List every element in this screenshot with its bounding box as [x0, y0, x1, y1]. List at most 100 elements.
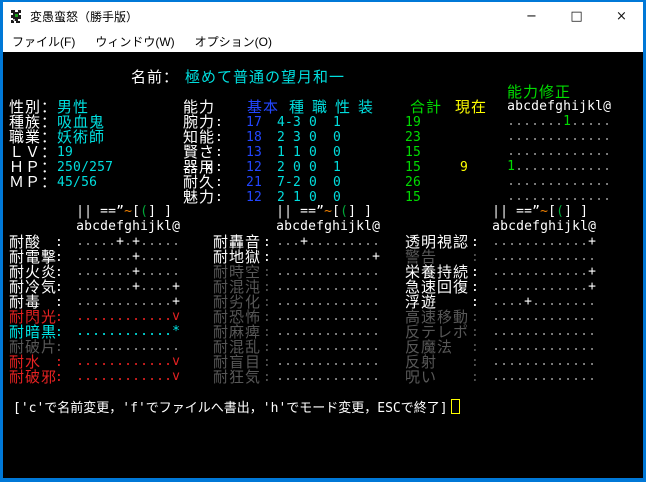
resist-cells-2-2-cell-8: .: [556, 264, 564, 279]
resist-cells-0-8-cell-1: .: [84, 354, 92, 369]
resist-cells-2-4-cell-8: .: [556, 294, 564, 309]
resist-cells-0-3-cell-2: .: [92, 279, 100, 294]
slots-header-0-cell-0: a: [76, 219, 84, 234]
resist-cells-2-1-cell-11: .: [580, 249, 588, 264]
ability-mod-slots-cell-1: b: [515, 99, 523, 114]
stat-equip-2: 0: [332, 145, 341, 160]
resist-cells-0-1-cell-8: .: [140, 249, 148, 264]
stat-mods-5-cell-5: .: [547, 189, 555, 204]
stat-mods-1-cell-8: .: [571, 129, 579, 144]
resist-cells-0-5-cell-9: .: [148, 309, 156, 324]
stat-personality-4: 0: [308, 175, 317, 190]
resist-cells-0-8-cell-2: .: [92, 354, 100, 369]
menu-options[interactable]: オプション(O): [194, 34, 272, 49]
equippy-row-2-cell-9: ]: [564, 204, 572, 219]
stat-mods-1-cell-0: .: [507, 129, 515, 144]
resist-cells-1-3: .............: [276, 280, 380, 295]
info-label-sex: 性別：: [9, 98, 58, 116]
stat-mods-0-cell-9: .: [579, 114, 587, 129]
resist-cells-0-0-cell-2: .: [92, 234, 100, 249]
resist-cells-2-9-cell-1: .: [500, 369, 508, 384]
maximize-button[interactable]: □: [570, 8, 583, 24]
stat-race-3: 2: [276, 160, 285, 175]
resist-cells-1-1-cell-12: +: [372, 249, 380, 264]
resist-cells-1-6-cell-11: .: [364, 324, 372, 339]
resist-cells-0-3-cell-4: .: [108, 279, 116, 294]
stat-total-1: 23: [404, 130, 421, 145]
resist-cells-1-4-cell-3: .: [300, 294, 308, 309]
resist-cells-2-0-cell-12: +: [588, 234, 596, 249]
menu-file[interactable]: ファイル(F): [12, 34, 76, 49]
resist-cells-2-6: .............: [492, 325, 596, 340]
resist-colon-0-5: :: [55, 310, 64, 325]
stat-mods-2-cell-7: .: [563, 144, 571, 159]
stat-race-0: 4: [276, 115, 285, 130]
resist-colon-0-3: :: [55, 280, 64, 295]
resist-cells-1-3-cell-4: .: [308, 279, 316, 294]
menu-window[interactable]: ウィンドウ(W): [95, 34, 175, 49]
resist-cells-1-6-cell-0: .: [276, 324, 284, 339]
resist-cells-0-9-cell-11: .: [164, 369, 172, 384]
resist-cells-0-6-cell-0: .: [76, 324, 84, 339]
resist-cells-2-1-cell-2: .: [508, 249, 516, 264]
title-bar[interactable]: 変愚蛮怒（勝手版） − □ ×: [2, 2, 644, 30]
slots-header-0: a b c d e f g h i j k l @: [76, 220, 180, 235]
resist-cells-2-5-cell-2: .: [508, 309, 516, 324]
stat-mods-4-cell-0: .: [507, 174, 515, 189]
stat-mods-0-cell-7: 1: [563, 114, 571, 129]
stat-mods-5-cell-8: .: [571, 189, 579, 204]
resist-cells-0-7-cell-5: .: [116, 339, 124, 354]
resist-cells-0-7-cell-10: .: [156, 339, 164, 354]
resist-cells-2-7-cell-3: .: [516, 339, 524, 354]
resist-cells-1-1-cell-8: .: [340, 249, 348, 264]
resist-cells-1-5: .............: [276, 310, 380, 325]
resist-cells-1-3-cell-7: .: [332, 279, 340, 294]
resist-colon-2-9: :: [471, 370, 480, 385]
resist-cells-0-5-cell-7: .: [132, 309, 140, 324]
info-value-level: 19: [57, 145, 74, 160]
close-button[interactable]: ×: [616, 8, 627, 24]
resist-cells-1-7-cell-1: .: [284, 339, 292, 354]
resist-cells-1-8-cell-0: .: [276, 354, 284, 369]
resist-cells-0-0-cell-9: .: [148, 234, 156, 249]
resist-cells-1-7-cell-6: .: [324, 339, 332, 354]
equippy-row-2-cell-11: ]: [580, 204, 588, 219]
resist-cells-2-9: .............: [492, 370, 596, 385]
slots-header-1-cell-8: i: [340, 219, 348, 234]
resist-cells-1-7-cell-11: .: [364, 339, 372, 354]
ability-mod-slots-cell-11: l: [595, 99, 603, 114]
equippy-row-1-cell-11: ]: [364, 204, 372, 219]
resist-cells-1-1-cell-5: .: [316, 249, 324, 264]
resist-cells-2-2-cell-4: .: [524, 264, 532, 279]
resist-cells-2-3-cell-10: .: [572, 279, 580, 294]
stat-mods-1-cell-7: .: [563, 129, 571, 144]
resist-colon-1-8: :: [263, 355, 272, 370]
minimize-button[interactable]: −: [526, 8, 537, 24]
stat-race-1: 2: [276, 130, 285, 145]
resist-cells-2-1-cell-8: .: [556, 249, 564, 264]
stat-mods-5-cell-9: .: [579, 189, 587, 204]
ability-mod-slots-cell-4: e: [539, 99, 547, 114]
stat-mods-0-cell-0: .: [507, 114, 515, 129]
stat-equip-3: 1: [332, 160, 341, 175]
resist-cells-1-5-cell-7: .: [332, 309, 340, 324]
stat-mods-1-cell-4: .: [539, 129, 547, 144]
stat-base-0: 17: [245, 115, 262, 130]
resist-cells-0-3-cell-6: .: [124, 279, 132, 294]
resist-cells-1-8-cell-10: .: [356, 354, 364, 369]
stat-mods-1-cell-11: .: [595, 129, 603, 144]
slots-header-0-cell-9: j: [148, 219, 156, 234]
resist-label-1-0: 耐轟音: [213, 233, 262, 251]
slots-header-1-cell-5: f: [316, 219, 324, 234]
resist-cells-2-1-cell-1: .: [500, 249, 508, 264]
stat-mods-4-cell-8: .: [571, 174, 579, 189]
slots-header-1-cell-12: @: [372, 219, 380, 234]
resist-label-0-2: 耐火炎: [9, 263, 58, 281]
resist-label-0-7: 耐破片: [9, 338, 58, 356]
stat-mods-2-cell-2: .: [523, 144, 531, 159]
resist-colon-0-2: :: [55, 265, 64, 280]
resist-cells-2-0-cell-9: .: [564, 234, 572, 249]
resist-cells-1-3-cell-5: .: [316, 279, 324, 294]
stat-mods-2-cell-0: .: [507, 144, 515, 159]
resist-cells-2-4-cell-0: .: [492, 294, 500, 309]
